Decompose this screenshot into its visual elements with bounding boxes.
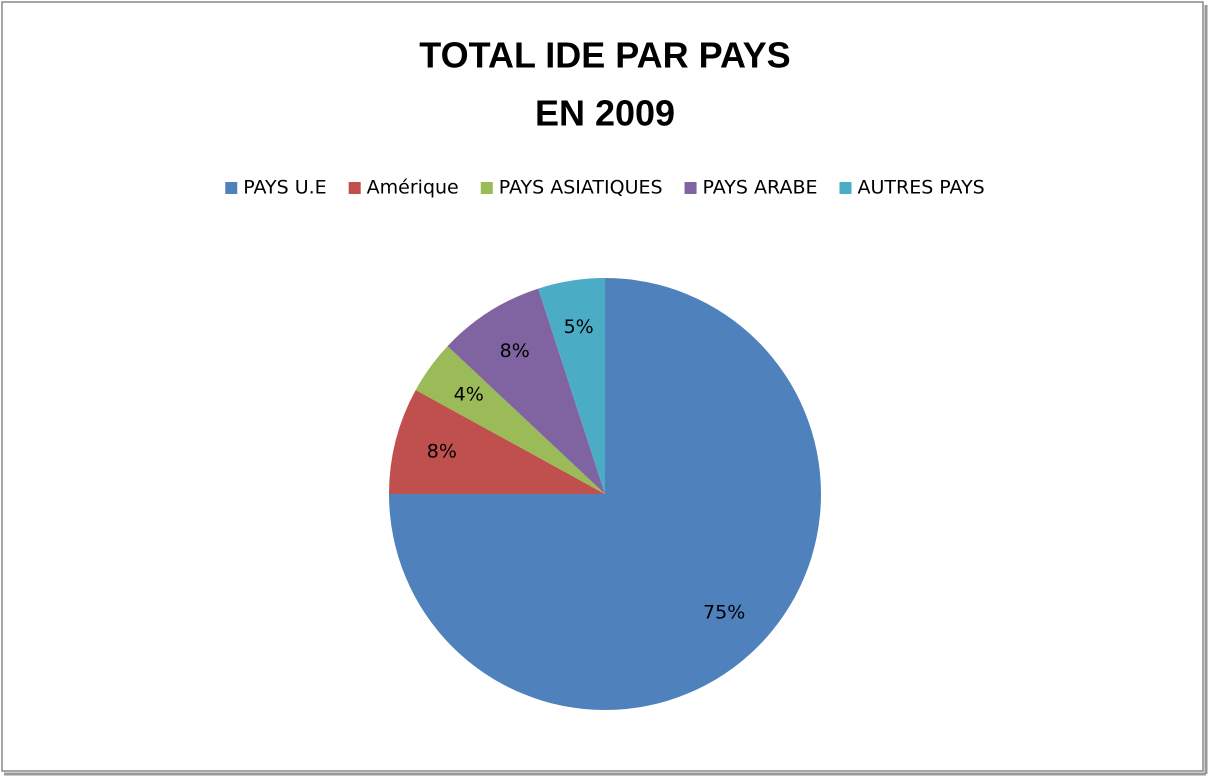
data-label: 8% bbox=[427, 441, 457, 463]
legend-swatch bbox=[348, 182, 361, 194]
pie-slice bbox=[538, 278, 605, 494]
legend-label: Amérique bbox=[367, 177, 459, 199]
legend-label: PAYS ASIATIQUES bbox=[499, 177, 663, 199]
chart-title: TOTAL IDE PAR PAYS bbox=[419, 35, 790, 76]
data-label: 8% bbox=[500, 340, 530, 362]
data-label: 75% bbox=[703, 602, 745, 624]
legend-label: PAYS ARABE bbox=[703, 177, 818, 199]
pie-slice bbox=[415, 346, 605, 494]
pie-slice bbox=[389, 389, 605, 494]
data-label: 4% bbox=[454, 383, 484, 405]
legend-swatch bbox=[480, 182, 493, 194]
legend-swatch bbox=[839, 182, 852, 194]
data-label: 5% bbox=[564, 316, 594, 338]
legend-swatch bbox=[225, 182, 238, 194]
pie-slice bbox=[447, 288, 605, 494]
legend-swatch bbox=[684, 182, 697, 194]
legend-label: PAYS U.E bbox=[243, 177, 326, 199]
chart-title: EN 2009 bbox=[535, 93, 675, 134]
legend-label: AUTRES PAYS bbox=[857, 177, 984, 199]
